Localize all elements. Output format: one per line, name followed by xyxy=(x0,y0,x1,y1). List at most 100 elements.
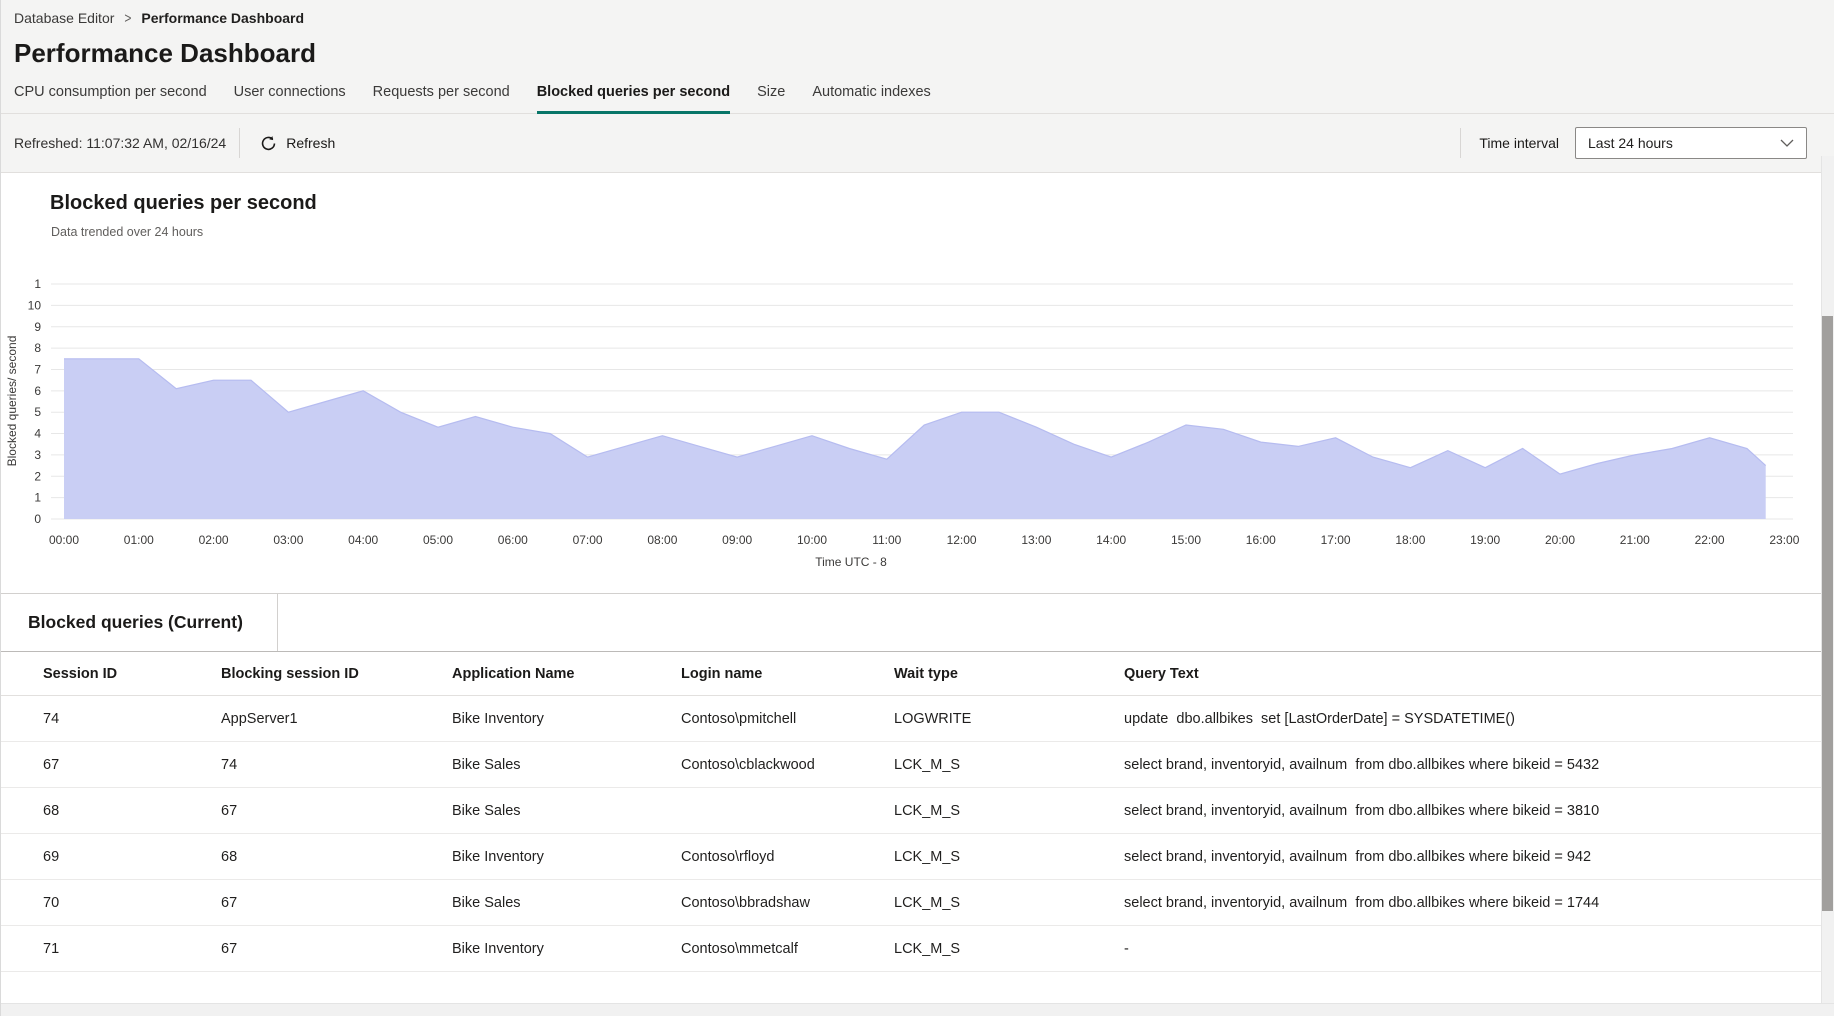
svg-text:03:00: 03:00 xyxy=(273,533,303,547)
cell-wait-type: LOGWRITE xyxy=(894,710,972,727)
cell-application-name: Bike Inventory xyxy=(452,848,544,865)
cell-login-name: Contoso\rfloyd xyxy=(681,848,775,865)
time-interval-label: Time interval xyxy=(1479,135,1559,151)
cell-blocking-session-id: 74 xyxy=(221,756,238,773)
cell-application-name: Bike Inventory xyxy=(452,710,544,727)
tab-bar: CPU consumption per second User connectio… xyxy=(1,68,1834,114)
time-interval-dropdown[interactable]: Last 24 hours xyxy=(1575,127,1807,159)
chart-title: Blocked queries per second xyxy=(50,192,317,214)
svg-text:04:00: 04:00 xyxy=(348,533,378,547)
table-row[interactable]: 71 67 Bike Inventory Contoso\mmetcalf LCK_M_… xyxy=(1,926,1834,972)
svg-text:4: 4 xyxy=(34,427,41,441)
cell-login-name: Contoso\bbradshaw xyxy=(681,894,810,911)
cell-session-id: 67 xyxy=(43,756,60,773)
vertical-scrollbar-track[interactable] xyxy=(1821,156,1834,1016)
cell-wait-type: LCK_M_S xyxy=(894,802,961,819)
y-axis-title: Blocked queries/ second xyxy=(5,336,19,467)
svg-text:1: 1 xyxy=(34,491,41,505)
breadcrumb: Database Editor > Performance Dashboard xyxy=(1,0,1834,27)
tab-requests-per-second[interactable]: Requests per second xyxy=(372,84,510,100)
column-header-blocking-session-id[interactable]: Blocking session ID xyxy=(221,665,359,682)
cell-blocking-session-id: 67 xyxy=(221,802,238,819)
current-table-tab[interactable]: Blocked queries (Current) xyxy=(1,594,278,651)
chart-subtitle: Data trended over 24 hours xyxy=(51,225,204,239)
cell-application-name: Bike Sales xyxy=(452,756,521,773)
cell-query-text: select brand, inventoryid, availnum from… xyxy=(1124,802,1600,819)
refresh-icon xyxy=(262,135,276,150)
column-header-wait-type[interactable]: Wait type xyxy=(894,665,958,682)
x-axis-tick-labels: 00:00 01:00 02:00 03:00 04:00 05:00 06:00 07:00… xyxy=(49,533,1800,547)
svg-text:08:00: 08:00 xyxy=(647,533,677,547)
current-table-title: Blocked queries (Current) xyxy=(28,612,243,632)
cell-login-name: Contoso\pmitchell xyxy=(681,710,797,727)
svg-text:14:00: 14:00 xyxy=(1096,533,1126,547)
cell-wait-type: LCK_M_S xyxy=(894,894,961,911)
horizontal-scrollbar-track[interactable] xyxy=(1,1003,1834,1016)
svg-text:12:00: 12:00 xyxy=(947,533,977,547)
table-row[interactable]: 68 67 Bike Sales LCK_M_S select brand, inven… xyxy=(1,788,1834,834)
refresh-button[interactable]: Refresh xyxy=(260,135,335,152)
tab-size[interactable]: Size xyxy=(757,84,786,100)
svg-text:11:00: 11:00 xyxy=(872,533,901,547)
refresh-button-label: Refresh xyxy=(286,135,336,151)
breadcrumb-item-database-editor[interactable]: Database Editor xyxy=(14,10,115,26)
cell-query-text: select brand, inventoryid, availnum from… xyxy=(1124,756,1600,773)
svg-text:06:00: 06:00 xyxy=(498,533,528,547)
cell-wait-type: LCK_M_S xyxy=(894,848,961,865)
svg-text:17:00: 17:00 xyxy=(1321,533,1351,547)
cell-session-id: 69 xyxy=(43,848,60,865)
svg-text:9: 9 xyxy=(34,320,41,334)
table-header-row: Session ID Blocking session ID Application… xyxy=(1,652,1834,696)
cell-query-text: select brand, inventoryid, availnum from… xyxy=(1124,894,1600,911)
tab-automatic-indexes[interactable]: Automatic indexes xyxy=(812,84,931,100)
tab-blocked-queries-per-second[interactable]: Blocked queries per second xyxy=(536,84,731,114)
svg-text:20:00: 20:00 xyxy=(1545,533,1575,547)
column-header-application-name[interactable]: Application Name xyxy=(452,665,575,682)
svg-text:19:00: 19:00 xyxy=(1470,533,1500,547)
time-interval-value: Last 24 hours xyxy=(1588,135,1673,151)
cell-session-id: 70 xyxy=(43,894,60,911)
column-header-query-text[interactable]: Query Text xyxy=(1124,665,1199,682)
column-header-session-id[interactable]: Session ID xyxy=(43,665,118,682)
cell-blocking-session-id: AppServer1 xyxy=(221,710,298,727)
svg-text:8: 8 xyxy=(34,341,41,355)
area-series-line xyxy=(64,358,1767,475)
cell-login-name: Contoso\cblackwood xyxy=(681,756,815,773)
svg-text:0: 0 xyxy=(34,512,41,526)
cell-blocking-session-id: 67 xyxy=(221,894,238,911)
tab-user-connections[interactable]: User connections xyxy=(233,84,346,100)
table-row[interactable]: 70 67 Bike Sales Contoso\bbradshaw LCK_M_S se… xyxy=(1,880,1834,926)
vertical-scrollbar-thumb[interactable] xyxy=(1822,316,1833,911)
current-table-section: Blocked queries (Current) xyxy=(1,593,1834,651)
svg-text:21:00: 21:00 xyxy=(1620,533,1650,547)
chevron-down-icon xyxy=(1780,139,1794,147)
page-title: Performance Dashboard xyxy=(14,38,316,68)
svg-text:16:00: 16:00 xyxy=(1246,533,1276,547)
tab-cpu-consumption-per-second[interactable]: CPU consumption per second xyxy=(14,84,207,100)
svg-text:6: 6 xyxy=(34,384,41,398)
toolbar: Refreshed: 11:07:32 AM, 02/16/24 Refresh… xyxy=(1,114,1834,173)
cell-session-id: 68 xyxy=(43,802,60,819)
table-row[interactable]: 69 68 Bike Inventory Contoso\rfloyd LCK_M_S s… xyxy=(1,834,1834,880)
svg-text:10:00: 10:00 xyxy=(797,533,827,547)
column-header-login-name[interactable]: Login name xyxy=(681,665,763,682)
table-row[interactable]: 74 AppServer1 Bike Inventory Contoso\pmitch… xyxy=(1,696,1834,742)
svg-text:5: 5 xyxy=(34,405,41,419)
toolbar-divider xyxy=(239,128,241,158)
cell-application-name: Bike Inventory xyxy=(452,940,544,957)
breadcrumb-separator-icon: > xyxy=(124,9,132,27)
cell-blocking-session-id: 68 xyxy=(221,848,238,865)
svg-text:09:00: 09:00 xyxy=(722,533,752,547)
cell-blocking-session-id: 67 xyxy=(221,940,238,957)
cell-application-name: Bike Sales xyxy=(452,802,521,819)
cell-wait-type: LCK_M_S xyxy=(894,756,961,773)
cell-application-name: Bike Sales xyxy=(452,894,521,911)
svg-text:13:00: 13:00 xyxy=(1021,533,1051,547)
breadcrumb-item-performance-dashboard[interactable]: Performance Dashboard xyxy=(141,10,305,26)
svg-text:3: 3 xyxy=(34,448,41,462)
toolbar-divider-right xyxy=(1460,128,1462,158)
svg-text:7: 7 xyxy=(34,362,41,376)
svg-text:07:00: 07:00 xyxy=(573,533,603,547)
table-row[interactable]: 67 74 Bike Sales Contoso\cblackwood LCK_M_S s… xyxy=(1,742,1834,788)
